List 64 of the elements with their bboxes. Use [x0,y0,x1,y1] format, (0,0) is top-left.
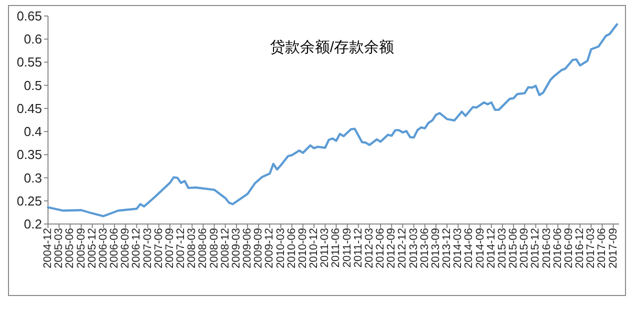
y-tick-label: 0.4 [24,124,42,140]
x-tick-label: 2009-03 [230,228,242,268]
x-tick-label: 2013-06 [418,228,431,268]
x-tick-label: 2007-12 [175,228,188,268]
x-tick-label: 2007-09 [164,228,176,268]
x-tick-label: 2006-06 [108,228,121,268]
y-tick-label: 0.25 [16,193,42,208]
x-tick-label: 2008-09 [208,228,220,268]
x-tick-label: 2010-06 [286,228,298,268]
x-tick-label: 2011-12 [352,228,364,268]
x-tick-label: 2014-03 [452,228,464,268]
x-tick-label: 2013-12 [441,228,454,268]
x-tick-label: 2011-03 [319,228,332,268]
x-tick-label: 2009-12 [264,228,276,268]
x-tick-label: 2016-03 [540,228,553,268]
x-tick-label: 2004-12 [42,228,54,268]
x-tick-label: 2015-03 [496,228,508,268]
x-tick-label: 2012-12 [396,228,409,268]
y-tick-label: 0.65 [16,8,42,24]
x-tick-label: 2012-03 [363,228,376,268]
x-tick-label: 2016-09 [562,228,575,268]
y-tick-label: 0.55 [16,54,42,70]
x-tick-label: 2006-03 [97,228,110,268]
x-tick-label: 2005-12 [86,228,98,268]
y-tick-label: 0.45 [16,100,42,116]
x-tick-label: 2017-09 [607,228,620,268]
x-tick-label: 2007-06 [152,228,165,268]
x-tick-label: 2016-06 [552,228,564,268]
x-tick-label: 2015-06 [508,228,520,268]
x-tick-label: 2017-03 [585,228,598,268]
x-tick-label: 2014-06 [463,228,476,268]
x-tick-label: 2010-12 [308,228,320,268]
x-tick-label: 2014-12 [485,228,498,268]
x-tick-label: 2009-06 [242,228,254,268]
x-tick-label: 2005-09 [75,228,88,268]
x-tick-label: 2016-12 [574,228,586,268]
x-tick-label: 2013-09 [430,228,442,268]
x-tick-label: 2005-06 [64,228,76,268]
x-tick-label: 2015-09 [518,228,531,268]
x-tick-label: 2011-09 [341,228,354,268]
y-tick-label: 0.2 [24,216,42,232]
x-tick-label: 2006-12 [130,228,143,268]
x-tick-label: 2009-09 [252,228,265,268]
x-tick-label: 2008-03 [186,228,198,268]
x-tick-label: 2012-06 [374,228,387,268]
y-tick-label: 0.6 [24,32,42,47]
x-tick-label: 2007-03 [142,228,154,268]
x-tick-label: 2015-12 [530,228,542,268]
x-tick-label: 2017-06 [596,228,608,268]
text: 贷款余额/存款余额 [270,39,394,56]
x-tick-label: 2014-09 [474,228,486,268]
y-tick-label: 0.3 [24,170,42,186]
x-tick-label: 2008-12 [219,228,232,268]
y-tick-label: 0.5 [24,78,42,93]
x-tick-label: 2005-03 [53,228,66,268]
y-tick-label: 0.35 [16,147,42,162]
x-tick-label: 2010-03 [274,228,287,268]
x-tick-label: 2008-06 [197,228,210,268]
x-tick-label: 2012-09 [386,228,398,268]
x-tick-label: 2013-03 [408,228,420,268]
line-series [46,23,618,218]
x-tick-label: 2011-06 [330,228,342,268]
x-tick-label: 2006-09 [120,228,132,268]
x-tick-label: 2010-09 [296,228,309,268]
